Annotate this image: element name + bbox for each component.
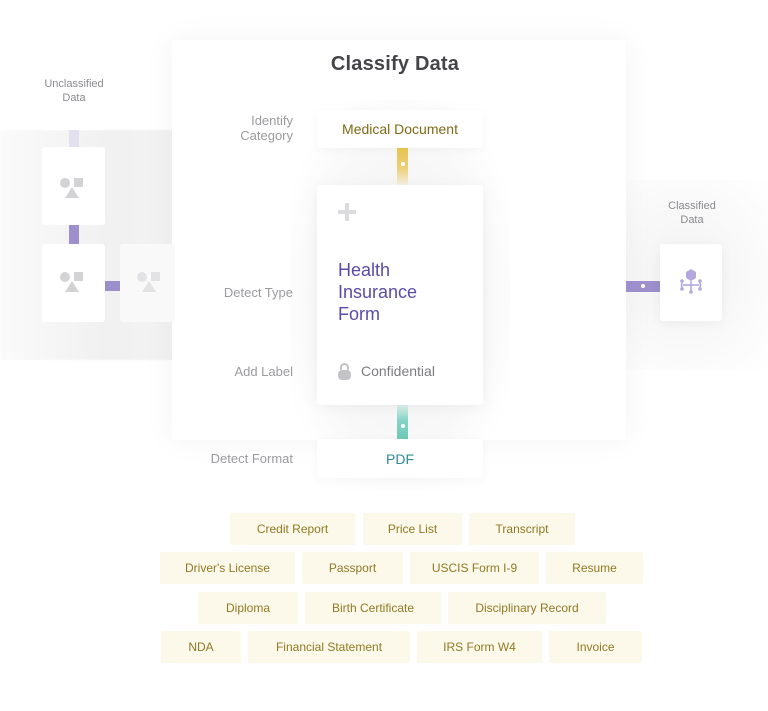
tag-credit-report: Credit Report	[230, 513, 355, 545]
tag-irs-form-w4: IRS Form W4	[417, 631, 542, 663]
classified-card	[660, 244, 722, 321]
tag-nda: NDA	[161, 631, 241, 663]
document-type-card: Health Insurance Form Confidential	[317, 185, 483, 405]
sensitivity-label-value: Confidential	[361, 363, 435, 379]
step-label-detect-type: Detect Type	[223, 285, 293, 300]
tag-resume: Resume	[546, 552, 643, 584]
plus-icon	[338, 203, 356, 221]
classified-title-line1: Classified	[668, 200, 716, 212]
connector-gold	[397, 148, 408, 185]
connector-output	[626, 281, 660, 292]
tag-birth-certificate: Birth Certificate	[305, 592, 441, 624]
lock-icon	[338, 363, 351, 380]
step-label-line1: Identify	[251, 113, 293, 128]
tag-passport: Passport	[302, 552, 403, 584]
step-label-detect-format: Detect Format	[210, 451, 293, 466]
step-label-line2: Category	[240, 128, 293, 143]
tag-diploma: Diploma	[198, 592, 298, 624]
step-label-identify-category: Identify Category	[180, 113, 293, 143]
type-line2: Insurance	[338, 282, 418, 302]
document-type-value: Health Insurance Form	[338, 259, 468, 325]
tag-disciplinary-record: Disciplinary Record	[448, 592, 606, 624]
category-box: Medical Document	[317, 110, 483, 148]
unclassified-card-faded	[120, 244, 175, 322]
connector-horizontal	[105, 281, 120, 291]
shapes-icon	[137, 272, 163, 294]
type-line3: Form	[338, 304, 380, 324]
shapes-icon	[60, 272, 86, 294]
format-box: PDF	[317, 439, 483, 478]
classified-title-line2: Data	[680, 214, 704, 226]
connector-teal	[397, 405, 408, 439]
page-title: Classify Data	[330, 53, 460, 75]
unclassified-data-title: Unclassified Data	[30, 77, 118, 105]
tag-invoice: Invoice	[549, 631, 642, 663]
tag-price-list: Price List	[363, 513, 462, 545]
step-label-add-label: Add Label	[234, 364, 293, 379]
unclassified-card-top	[42, 104, 105, 130]
unclassified-title-line1: Unclassified	[44, 78, 104, 90]
shapes-icon	[60, 178, 86, 200]
unclassified-card	[42, 147, 105, 225]
hexagon-network-icon	[680, 269, 702, 294]
tag-drivers-license: Driver's License	[160, 552, 295, 584]
classified-data-title: Classified Data	[650, 199, 734, 227]
category-value: Medical Document	[342, 121, 458, 137]
unclassified-title-line2: Data	[62, 92, 86, 104]
connector-vertical	[69, 225, 79, 244]
connector-faint	[69, 130, 79, 147]
unclassified-card	[42, 244, 105, 322]
format-value: PDF	[386, 450, 414, 467]
type-line1: Health	[338, 260, 391, 280]
tag-uscis-form-i9: USCIS Form I-9	[410, 552, 539, 584]
tag-transcript: Transcript	[469, 513, 575, 545]
tag-financial-statement: Financial Statement	[248, 631, 410, 663]
